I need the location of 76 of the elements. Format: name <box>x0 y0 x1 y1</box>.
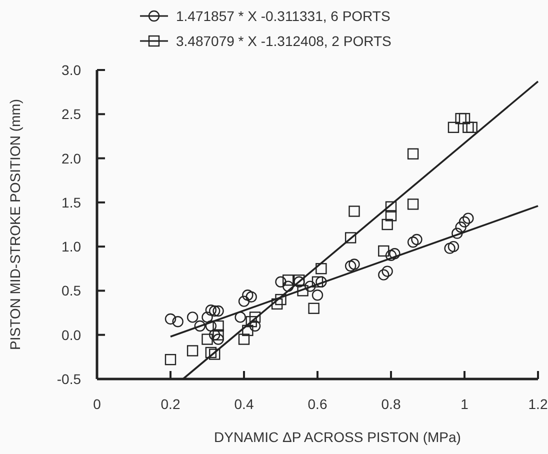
point <box>172 316 184 328</box>
point <box>164 313 176 325</box>
point <box>382 218 393 230</box>
point <box>448 240 460 252</box>
point <box>297 285 308 296</box>
point <box>186 312 198 323</box>
point <box>385 201 397 212</box>
point <box>212 305 224 317</box>
point <box>458 216 470 228</box>
point <box>411 234 422 246</box>
point <box>458 112 470 124</box>
point <box>312 290 324 301</box>
point <box>407 198 419 210</box>
x-tick-label: 0 <box>93 396 102 412</box>
point <box>344 260 356 272</box>
point <box>407 148 419 160</box>
point <box>246 291 257 302</box>
point <box>209 348 220 360</box>
point <box>249 320 261 332</box>
point <box>205 346 217 358</box>
point <box>194 320 206 332</box>
x-tick-label: 1.2 <box>528 396 548 412</box>
y-tick-label: -0.5 <box>56 371 82 387</box>
point <box>382 266 393 277</box>
point <box>238 334 250 345</box>
point <box>164 354 176 366</box>
point <box>212 320 224 332</box>
point <box>304 280 316 292</box>
y-tick-label: 1.5 <box>62 194 82 210</box>
x-tick-label: 0.6 <box>308 396 328 412</box>
point <box>444 242 456 254</box>
point <box>242 290 254 301</box>
x-tick-label: 0.8 <box>381 396 401 412</box>
point <box>452 228 463 239</box>
point <box>448 122 460 133</box>
point <box>242 324 254 336</box>
point <box>275 276 286 288</box>
point <box>462 122 474 133</box>
point <box>202 334 213 345</box>
y-tick-label: 2.5 <box>62 106 82 122</box>
point <box>455 222 466 233</box>
point <box>234 312 246 323</box>
y-tick-label: 2.0 <box>62 150 82 166</box>
point <box>212 334 224 345</box>
x-tick-label: 1 <box>460 396 469 412</box>
point <box>378 245 390 257</box>
point <box>462 212 474 224</box>
point <box>275 294 286 306</box>
point <box>407 236 419 248</box>
point <box>385 210 397 222</box>
point <box>308 302 320 314</box>
point <box>238 296 250 307</box>
y-tick-label: 0.0 <box>62 326 82 343</box>
y-axis-title: PISTON MID-STROKE POSITION (mm) <box>7 99 23 350</box>
point <box>455 112 466 124</box>
point <box>378 269 390 280</box>
point <box>466 122 478 133</box>
x-tick-label: 0.2 <box>160 396 180 412</box>
point <box>312 276 324 288</box>
x-axis-title: DYNAMIC ΔP ACROSS PISTON (MPa) <box>214 429 461 445</box>
x-tick-label: 0.4 <box>234 396 254 412</box>
point <box>249 312 261 323</box>
point <box>316 263 327 274</box>
point <box>282 274 294 286</box>
y-tick-label: 3.0 <box>62 62 82 78</box>
legend-label: 3.487079 * X -1.312408, 2 PORTS <box>176 33 392 49</box>
point <box>348 206 360 217</box>
y-tick-label: 0.5 <box>62 282 82 299</box>
point <box>344 232 356 244</box>
y-tick-label: 1.0 <box>62 238 82 255</box>
point <box>205 304 217 316</box>
point <box>271 298 283 310</box>
legend-label: 1.471857 * X -0.311331, 6 PORTS <box>176 8 390 24</box>
point <box>348 258 360 270</box>
point <box>246 316 257 328</box>
point <box>186 345 198 356</box>
